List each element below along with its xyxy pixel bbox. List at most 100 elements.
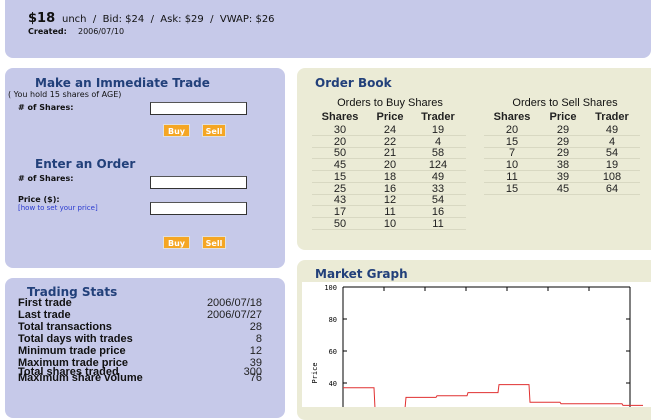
plot-background (302, 282, 651, 407)
page: $18 unch / Bid: $24 / Ask: $29 / VWAP: $… (5, 0, 651, 420)
stat-value: 8 (255, 333, 262, 345)
row-separator (312, 135, 466, 136)
created-date: 2006/07/10 (78, 27, 125, 36)
row-separator (484, 193, 640, 195)
cell: 45 (333, 159, 347, 172)
row-separator (484, 181, 640, 183)
panel-title: Market Graph (315, 267, 408, 281)
y-tick-label: 60 (329, 348, 337, 356)
cell: 16 (431, 205, 445, 218)
y-tick-label: 80 (329, 316, 337, 324)
stat-label: Maximum share volume (18, 372, 143, 384)
column-header: Shares (493, 111, 531, 123)
cell: 11 (384, 205, 396, 218)
cell: 54 (605, 147, 619, 160)
y-tick-label: 40 (329, 380, 337, 388)
row-separator (484, 146, 640, 148)
row-separator (312, 170, 466, 172)
sell-button[interactable]: Sell (202, 124, 226, 137)
cell: 11 (432, 217, 444, 230)
cell: 50 (333, 147, 347, 160)
summary-panel (5, 0, 651, 58)
cell: 4 (434, 135, 442, 148)
cell: 29 (556, 147, 570, 160)
cell: 45 (556, 182, 570, 195)
stat-value: 300 (243, 366, 262, 378)
cell: 29 (556, 124, 570, 136)
table-title: Orders to Sell Shares (512, 97, 618, 109)
stat-label: Minimum trade price (18, 345, 126, 357)
stat-value: 2006/07/27 (206, 309, 262, 321)
cell: 124 (428, 159, 448, 172)
cell: 33 (431, 182, 445, 195)
shares-input[interactable] (150, 102, 247, 115)
cell: 24 (383, 124, 397, 136)
column-header: Trader (421, 111, 455, 123)
cell: 15 (505, 182, 519, 195)
price-input[interactable] (150, 202, 247, 215)
cell: 50 (333, 217, 347, 230)
row-separator (484, 135, 640, 136)
row-separator (312, 181, 466, 183)
stat-label: Last trade (18, 309, 71, 321)
panel-title: Trading Stats (27, 285, 118, 299)
price-help-link[interactable]: [how to set your price] (18, 204, 98, 212)
stat-value: 2006/07/18 (206, 297, 262, 309)
cell: 30 (333, 124, 347, 136)
cell: 58 (431, 147, 445, 160)
cell: 10 (383, 217, 397, 230)
column-header: Price (549, 111, 577, 123)
cell: 54 (431, 194, 445, 207)
shares-label: # of Shares: (18, 103, 74, 112)
stat-value: 76 (249, 372, 262, 384)
stat-label: First trade (18, 297, 72, 309)
cell: 11 (506, 170, 518, 183)
cell: 20 (333, 135, 347, 148)
cell: 29 (556, 135, 570, 148)
stats-panel (5, 278, 285, 418)
column-header: Trader (595, 111, 629, 123)
cell: 25 (333, 182, 347, 195)
cell: 12 (383, 194, 397, 207)
stat-value: 12 (249, 345, 262, 357)
cell: 39 (556, 170, 570, 183)
quote-info: unch / Bid: $24 / Ask: $29 / VWAP: $26 (62, 14, 275, 25)
cell: 18 (383, 170, 397, 183)
row-separator (312, 216, 466, 218)
y-tick-label: 100 (324, 284, 337, 292)
cell: 21 (383, 147, 397, 160)
sell-button[interactable]: Sell (202, 236, 226, 249)
price: $18 (28, 11, 56, 26)
row-separator (484, 158, 640, 160)
stat-value: 39 (249, 357, 262, 369)
row-separator (312, 228, 466, 230)
cell: 4 (608, 135, 616, 148)
cell: 20 (383, 159, 397, 172)
trade-panel (5, 68, 285, 268)
shares-input[interactable] (150, 176, 247, 189)
price-label: Price ($): (18, 195, 60, 204)
cell: 15 (505, 135, 519, 148)
cell: 49 (605, 124, 619, 136)
cell: 15 (333, 170, 347, 183)
stat-label: Total shares traded (18, 366, 119, 378)
table-title: Orders to Buy Shares (337, 97, 443, 109)
row-separator (312, 158, 466, 160)
buy-button[interactable]: Buy (163, 236, 190, 249)
created-label: Created: (28, 27, 67, 36)
cell: 17 (333, 205, 347, 218)
cell: 64 (605, 182, 619, 195)
cell: 10 (505, 159, 519, 172)
cell: 22 (383, 135, 397, 148)
stat-label: Total days with trades (18, 333, 133, 345)
buy-button[interactable]: Buy (163, 124, 190, 137)
cell: 108 (602, 170, 622, 183)
panel-title: Order Book (315, 76, 392, 90)
cell: 16 (383, 182, 397, 195)
stat-label: Total transactions (18, 321, 112, 333)
cell: 38 (556, 159, 570, 172)
row-separator (312, 205, 466, 207)
column-header: Price (376, 111, 404, 123)
cell: 19 (431, 124, 445, 136)
stat-label: Maximum trade price (18, 357, 129, 369)
